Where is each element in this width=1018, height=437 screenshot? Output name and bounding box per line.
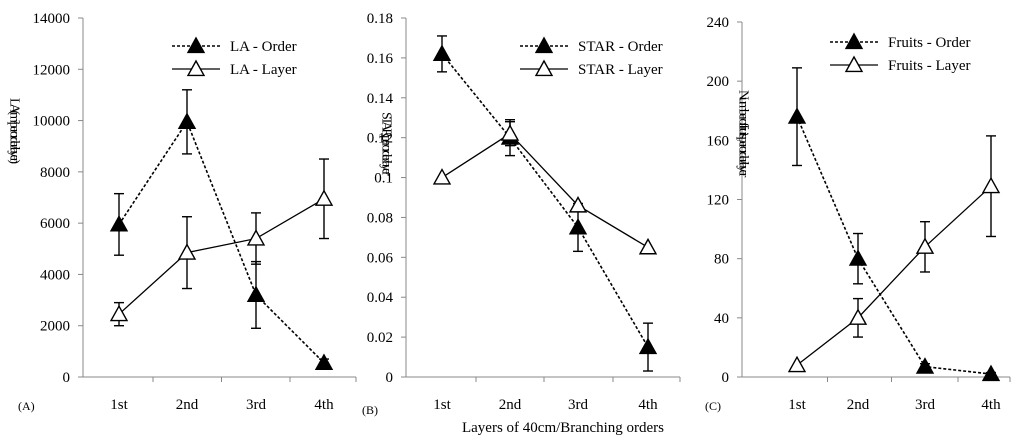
x-tick-label: 4th xyxy=(638,397,658,413)
chart-panel-3: 0 40 80 120 160 200 240 1st 2nd 3rd 4th (C) Number o… xyxy=(705,15,1011,413)
y-axis-title: STAR per order/layer xyxy=(379,112,394,176)
y-axis-title: LA (m² per order/layer) xyxy=(7,98,22,164)
data-point-marker xyxy=(246,285,266,303)
data-point-marker xyxy=(981,364,1001,382)
legend-marker xyxy=(534,36,554,54)
data-point-marker xyxy=(787,107,807,124)
y-tick-label: 12000 xyxy=(33,62,71,78)
data-point-marker xyxy=(568,196,588,213)
data-point-marker xyxy=(177,112,197,129)
y-tick-label: 160 xyxy=(707,133,730,149)
y-tick-label: 0 xyxy=(386,370,394,386)
chart-panel-2: 0 0.02 0.04 0.06 0.08 0.1 0.12 0.14 0.16 0.18 1st 2… xyxy=(362,11,681,436)
x-tick-label: 4th xyxy=(314,397,334,413)
y-tick-label: 0.18 xyxy=(367,11,393,27)
y-tick-label: 14000 xyxy=(33,11,71,27)
data-point-marker xyxy=(848,249,868,266)
x-tick-label: 4th xyxy=(981,397,1001,413)
series-line-2 xyxy=(441,132,649,248)
chart-panel-1: 0 2000 4000 6000 8000 10000 12000 14000 1st 2nd 3r… xyxy=(7,11,357,413)
y-tick-label: 80 xyxy=(714,252,729,268)
legend-marker xyxy=(844,55,864,73)
legend-label: LA - Order xyxy=(230,39,297,55)
legend-label: LA - Layer xyxy=(230,62,297,78)
y-axis-title: Number of fruits per order/layer xyxy=(736,90,751,178)
data-point-marker xyxy=(915,357,935,374)
legend-label: STAR - Order xyxy=(578,39,663,55)
legend-label: STAR - Layer xyxy=(578,62,663,78)
y-tick-label: 0.12 xyxy=(367,131,393,147)
data-point-marker xyxy=(109,304,129,322)
data-point-marker xyxy=(432,44,452,61)
legend-marker xyxy=(186,36,206,54)
data-point-marker xyxy=(638,237,658,255)
y-tick-label: 40 xyxy=(714,311,729,327)
x-tick-label: 3rd xyxy=(915,397,935,413)
data-point-marker xyxy=(568,217,588,235)
y-tick-label: 10000 xyxy=(33,114,71,130)
panel-label: (C) xyxy=(705,399,721,413)
data-point-marker xyxy=(915,237,935,254)
y-tick-label: 4000 xyxy=(40,267,70,283)
data-point-marker xyxy=(314,189,334,206)
x-axis-title: Layers of 40cm/Branching orders xyxy=(462,420,664,436)
x-tick-label: 3rd xyxy=(246,397,266,413)
series-line-1 xyxy=(441,53,649,348)
data-point-marker xyxy=(787,355,807,373)
x-tick-label: 1st xyxy=(110,397,128,413)
data-point-marker xyxy=(500,124,520,141)
x-tick-label: 2nd xyxy=(499,397,522,413)
series-line-2 xyxy=(118,198,325,315)
legend-marker xyxy=(844,32,864,50)
legend-marker xyxy=(534,59,554,77)
series-line-2 xyxy=(796,185,992,366)
series-line-1 xyxy=(118,120,325,364)
panel-label: (A) xyxy=(18,399,35,413)
y-tick-label: 120 xyxy=(707,193,730,209)
panel-label: (B) xyxy=(362,403,378,417)
y-tick-label: 2000 xyxy=(40,319,70,335)
y-tick-label: 240 xyxy=(707,15,730,31)
data-point-marker xyxy=(981,176,1001,194)
data-point-marker xyxy=(432,168,452,185)
y-tick-label: 0.1 xyxy=(374,171,393,187)
legend-label: Fruits - Order xyxy=(888,35,971,51)
y-tick-label: 0.16 xyxy=(367,51,394,67)
x-tick-label: 3rd xyxy=(568,397,588,413)
y-tick-label: 0 xyxy=(63,370,71,386)
series-line-1 xyxy=(796,116,992,375)
data-point-marker xyxy=(638,337,658,355)
x-tick-label: 2nd xyxy=(176,397,199,413)
y-tick-label: 0.04 xyxy=(367,290,394,306)
x-tick-label: 2nd xyxy=(847,397,870,413)
y-tick-label: 0 xyxy=(722,370,730,386)
legend-marker xyxy=(186,59,206,77)
y-tick-label: 8000 xyxy=(40,165,70,181)
data-point-marker xyxy=(109,214,129,232)
x-tick-label: 1st xyxy=(433,397,451,413)
data-point-marker xyxy=(177,243,197,260)
data-point-marker xyxy=(314,353,334,370)
y-tick-label: 6000 xyxy=(40,216,70,232)
y-tick-label: 0.02 xyxy=(367,330,393,346)
y-tick-label: 0.06 xyxy=(367,250,394,266)
y-tick-label: 0.08 xyxy=(367,210,393,226)
legend-label: Fruits - Layer xyxy=(888,58,970,74)
x-tick-label: 1st xyxy=(788,397,806,413)
y-tick-label: 0.14 xyxy=(367,91,394,107)
y-tick-label: 200 xyxy=(707,74,730,90)
data-point-marker xyxy=(848,308,868,325)
data-point-marker xyxy=(246,229,266,246)
